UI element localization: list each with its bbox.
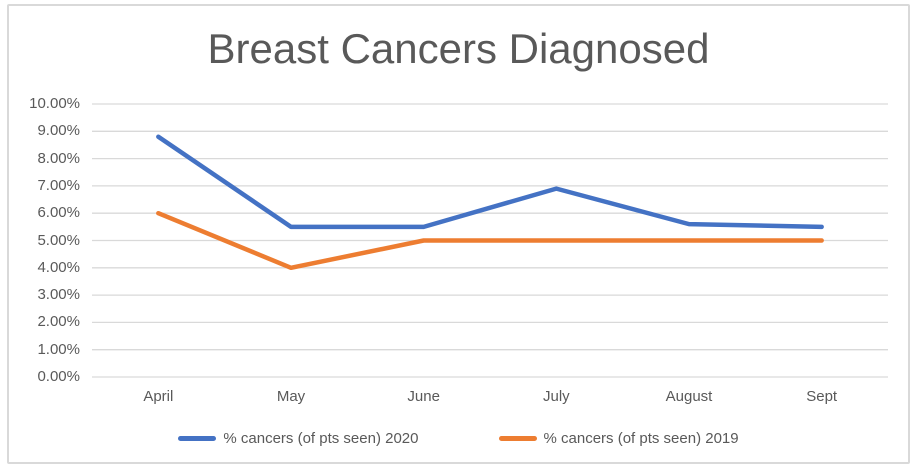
chart-title: Breast Cancers Diagnosed (207, 25, 710, 72)
x-tick-label: Sept (806, 388, 838, 405)
x-tick-label: May (276, 388, 306, 405)
legend-item-2019: % cancers (of pts seen) 2019 (498, 429, 739, 447)
chart-border (7, 4, 910, 464)
y-tick-label: 7.00% (37, 176, 80, 194)
legend: % cancers (of pts seen) 2020 % cancers (… (0, 428, 917, 448)
y-tick-label: 0.00% (37, 368, 80, 385)
x-tick-label: July (542, 388, 570, 405)
x-tick-label: June (407, 388, 440, 405)
y-tick-label: 9.00% (37, 122, 80, 140)
legend-swatch-2020-icon (178, 435, 217, 441)
y-tick-label: 1.00% (37, 340, 80, 358)
x-tick-label: August (665, 388, 713, 405)
series-line-2020 (156, 134, 824, 230)
series-line-2019 (156, 210, 824, 271)
y-tick-label: 6.00% (37, 204, 80, 222)
y-tick-label: 10.00% (29, 95, 80, 112)
y-tick-label: 4.00% (37, 258, 80, 276)
y-tick-label: 5.00% (37, 231, 80, 249)
x-tick-label: April (143, 388, 174, 405)
legend-label-2020: % cancers (of pts seen) 2020 (223, 429, 419, 447)
legend-item-2020: % cancers (of pts seen) 2020 (178, 429, 419, 447)
y-tick-label: 8.00% (37, 149, 80, 167)
y-tick-label: 2.00% (37, 313, 80, 331)
legend-label-2019: % cancers (of pts seen) 2019 (543, 429, 739, 447)
legend-swatch-2019-icon (498, 435, 537, 441)
y-tick-label: 3.00% (37, 286, 80, 304)
